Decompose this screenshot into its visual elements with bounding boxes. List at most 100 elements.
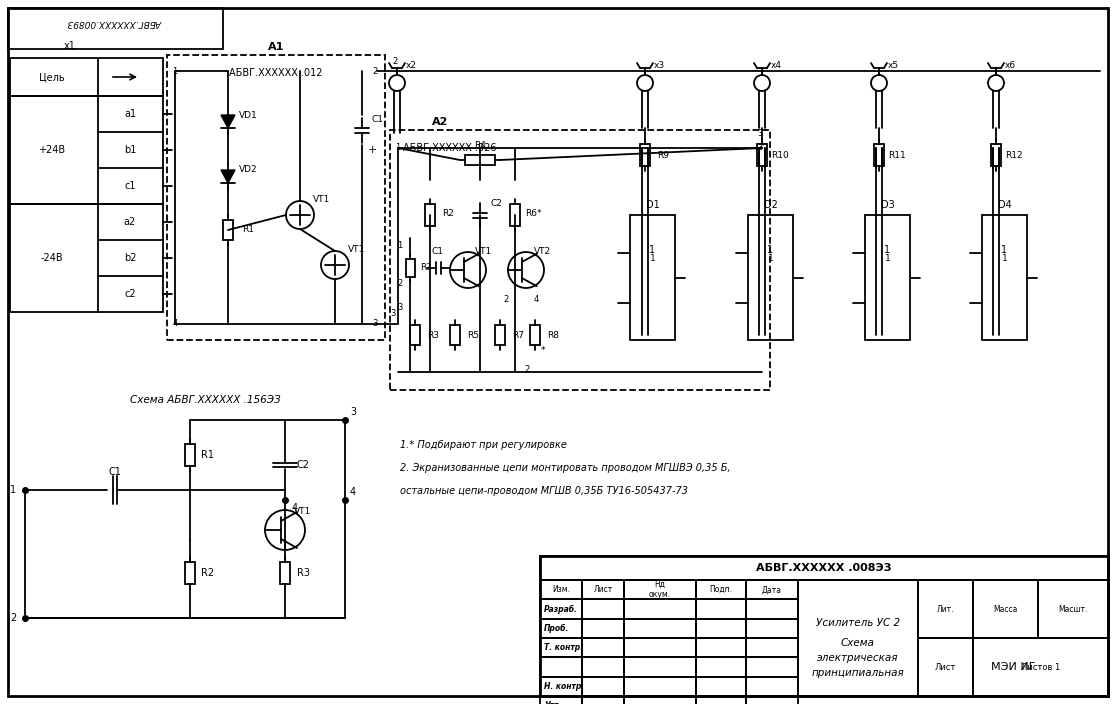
Text: R2: R2: [442, 208, 454, 218]
Bar: [185, 444, 195, 466]
Text: Н. контр.: Н. контр.: [543, 682, 585, 691]
Bar: [450, 325, 460, 345]
Text: R4: R4: [474, 142, 485, 151]
Bar: [583, 580, 624, 599]
Text: -24В: -24В: [40, 253, 64, 263]
Text: c2: c2: [124, 289, 136, 299]
Text: Проб.: Проб.: [543, 624, 569, 633]
Bar: [540, 696, 583, 704]
Bar: [540, 556, 1108, 580]
Bar: [696, 638, 745, 658]
Text: 3: 3: [397, 303, 403, 313]
Text: a2: a2: [124, 217, 136, 227]
Bar: [10, 204, 163, 312]
Text: D1: D1: [646, 200, 660, 210]
Text: 3: 3: [373, 320, 377, 329]
Text: Разраб.: Разраб.: [543, 605, 578, 613]
Bar: [982, 215, 1027, 340]
Bar: [748, 215, 793, 340]
Text: R10: R10: [771, 151, 789, 160]
Text: АБВГ.XXXXXX.00893: АБВГ.XXXXXX.00893: [68, 18, 162, 27]
Bar: [696, 599, 745, 619]
Bar: [745, 619, 798, 638]
Bar: [540, 599, 583, 619]
Text: 2: 2: [10, 613, 16, 623]
Text: VT1: VT1: [295, 508, 311, 517]
Text: х5: х5: [887, 61, 898, 70]
Text: D2: D2: [763, 200, 778, 210]
Text: электрическая: электрическая: [817, 653, 898, 663]
Text: АБВГ.XXXXXX .026: АБВГ.XXXXXX .026: [403, 143, 497, 153]
Bar: [798, 580, 918, 696]
Bar: [185, 562, 195, 584]
Text: D3: D3: [881, 200, 894, 210]
Text: принципиальная: принципиальная: [811, 668, 904, 678]
Bar: [10, 58, 163, 96]
Text: АБВГ.XXXXXX .008ЭЗ: АБВГ.XXXXXX .008ЭЗ: [757, 563, 892, 573]
Text: Утв.: Утв.: [543, 701, 562, 704]
Bar: [624, 599, 696, 619]
Bar: [465, 155, 496, 165]
Text: 1: 1: [768, 254, 773, 263]
Text: b1: b1: [124, 145, 136, 155]
Text: А2: А2: [432, 117, 449, 127]
Text: R1: R1: [420, 263, 432, 272]
Bar: [540, 638, 583, 658]
Text: Масса: Масса: [993, 605, 1018, 613]
Text: C2: C2: [297, 460, 309, 470]
Bar: [540, 619, 583, 638]
Bar: [631, 215, 675, 340]
Text: х6: х6: [1004, 61, 1016, 70]
Text: Масшт.: Масшт.: [1058, 605, 1088, 613]
Text: Лист: Лист: [594, 585, 613, 594]
Text: VD1: VD1: [239, 111, 258, 120]
Bar: [639, 144, 650, 166]
Bar: [745, 599, 798, 619]
Text: Лит.: Лит.: [936, 605, 954, 613]
Polygon shape: [221, 115, 235, 128]
Text: C2: C2: [490, 199, 502, 208]
Bar: [540, 677, 583, 696]
Text: 2. Экранизованные цепи монтировать проводом МГШВЭ 0,35 Б,: 2. Экранизованные цепи монтировать прово…: [400, 463, 731, 473]
Text: 4: 4: [533, 296, 539, 305]
Text: Цель: Цель: [39, 72, 65, 82]
Text: Схема: Схема: [841, 638, 875, 648]
Text: R7: R7: [512, 330, 525, 339]
Text: VT2: VT2: [533, 248, 550, 256]
Bar: [696, 658, 745, 677]
Text: МЭИ ИГ: МЭИ ИГ: [991, 662, 1036, 672]
Bar: [583, 619, 624, 638]
Text: Изм.: Изм.: [552, 585, 570, 594]
Text: 1: 1: [885, 254, 891, 263]
Bar: [167, 55, 385, 340]
Text: 2: 2: [397, 279, 403, 289]
Text: 3: 3: [758, 129, 762, 137]
Bar: [540, 658, 583, 677]
Text: 1: 1: [10, 485, 16, 495]
Text: b2: b2: [124, 253, 136, 263]
Bar: [745, 638, 798, 658]
Bar: [540, 580, 583, 599]
Text: Лист: Лист: [935, 662, 956, 672]
Text: Листов 1: Листов 1: [1021, 662, 1060, 672]
Bar: [991, 144, 1001, 166]
Text: *: *: [541, 346, 546, 356]
Text: 1: 1: [1002, 254, 1008, 263]
Text: х1: х1: [64, 41, 76, 51]
Bar: [583, 658, 624, 677]
Text: Усилитель УС 2: Усилитель УС 2: [816, 618, 901, 628]
Bar: [624, 677, 696, 696]
Text: 3: 3: [758, 144, 762, 153]
Text: D4: D4: [998, 200, 1011, 210]
Text: 1: 1: [650, 254, 655, 263]
Text: R1: R1: [242, 225, 254, 234]
Bar: [583, 599, 624, 619]
Bar: [696, 696, 745, 704]
Text: R12: R12: [1006, 151, 1022, 160]
Text: C1: C1: [432, 248, 444, 256]
Bar: [624, 580, 696, 599]
Text: 1: 1: [397, 241, 403, 251]
Text: a1: a1: [124, 109, 136, 119]
Bar: [583, 677, 624, 696]
Bar: [745, 580, 798, 599]
